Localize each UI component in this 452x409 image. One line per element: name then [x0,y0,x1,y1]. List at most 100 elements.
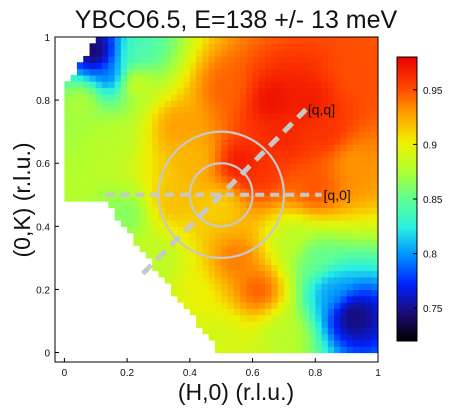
heatmap-cell [145,245,153,253]
heatmap-cell [290,238,298,246]
heatmap-cell [371,68,378,76]
heatmap-cell [227,257,235,265]
heatmap-cell [334,119,341,126]
heatmap-cell [359,320,367,328]
heatmap-cell [365,163,373,171]
heatmap-cell [227,320,235,328]
heatmap-cell [265,276,272,284]
heatmap-cell [221,295,229,303]
heatmap-cell [371,320,378,328]
heatmap-cell [214,220,222,227]
heatmap-cell [183,37,191,44]
heatmap-cell [271,346,279,354]
heatmap-cell [315,276,323,284]
heatmap-cell [352,346,360,354]
heatmap-cell [64,93,72,101]
heatmap-cell [296,257,304,265]
heatmap-cell [283,131,291,139]
heatmap-cell [164,137,172,145]
heatmap-cell [177,37,185,44]
heatmap-cell [352,264,360,272]
heatmap-cell [233,106,241,114]
heatmap-cell [334,232,341,240]
heatmap-cell [290,289,298,297]
heatmap-cell [296,125,304,133]
heatmap-cell [290,169,298,177]
heatmap-cell [327,257,335,265]
heatmap-cell [171,144,178,152]
heatmap-cell [202,188,210,196]
heatmap-cell [177,125,185,133]
heatmap-cell [283,156,291,164]
heatmap-cell [70,74,78,82]
heatmap-cell [89,156,97,164]
heatmap-cell [271,207,279,215]
heatmap-cell [340,169,348,177]
heatmap-cell [334,320,341,328]
heatmap-cell [158,93,166,101]
heatmap-cell [114,119,122,126]
heatmap-cell [334,276,341,284]
heatmap-cell [277,119,285,126]
heatmap-cell [334,283,341,291]
heatmap-cell [296,150,304,158]
heatmap-cell [177,169,185,177]
heatmap-cell [277,257,285,265]
heatmap-cell [334,137,341,145]
heatmap-cell [227,238,235,246]
heatmap-cell [371,144,378,152]
heatmap-cell [352,93,360,101]
heatmap-cell [158,55,166,63]
heatmap-cell [258,163,266,171]
heatmap-cell [145,81,153,89]
heatmap-cell [133,220,141,227]
heatmap-cell [258,220,266,227]
heatmap-cell [158,257,166,265]
heatmap-cell [114,93,122,101]
heatmap-cell [258,137,266,145]
heatmap-cell [321,302,329,309]
heatmap-cell [340,188,348,196]
heatmap-cell [352,68,360,76]
heatmap-cell [258,346,266,354]
x-tick-label: 0.8 [308,368,322,379]
heatmap-cell [265,62,272,70]
heatmap-cell [315,201,323,208]
heatmap-cell [208,327,216,335]
heatmap-cell [177,163,185,171]
heatmap-cell [189,188,197,196]
heatmap-cell [246,100,254,108]
heatmap-cell [352,169,360,177]
heatmap-cell [233,276,241,284]
heatmap-cell [340,295,348,303]
heatmap-cell [202,327,210,335]
heatmap-cell [164,207,172,215]
heatmap-cell [283,201,291,208]
heatmap-cell [321,163,329,171]
heatmap-cell [296,213,304,221]
heatmap-cell [271,257,279,265]
heatmap-cell [76,106,84,114]
heatmap-cell [315,43,323,51]
y-axis-title: (0,K) (r.l.u.) [9,142,35,257]
heatmap-cell [214,93,222,101]
heatmap-cell [196,137,203,145]
heatmap-cell [290,81,298,89]
heatmap-cell [189,37,197,44]
heatmap-cell [164,264,172,272]
heatmap-cell [246,156,254,164]
heatmap-cell [246,226,254,234]
heatmap-cell [152,93,160,101]
heatmap-cell [277,150,285,158]
heatmap-cell [327,182,335,190]
heatmap-cell [158,119,166,126]
heatmap-cell [327,169,335,177]
heatmap-cell [327,213,335,221]
heatmap-cell [202,276,210,284]
heatmap-cell [309,55,316,63]
heatmap-cell [158,87,166,95]
heatmap-cell [352,201,360,208]
heatmap-cell [70,137,78,145]
heatmap-cell [346,150,354,158]
heatmap-cell [309,93,316,101]
